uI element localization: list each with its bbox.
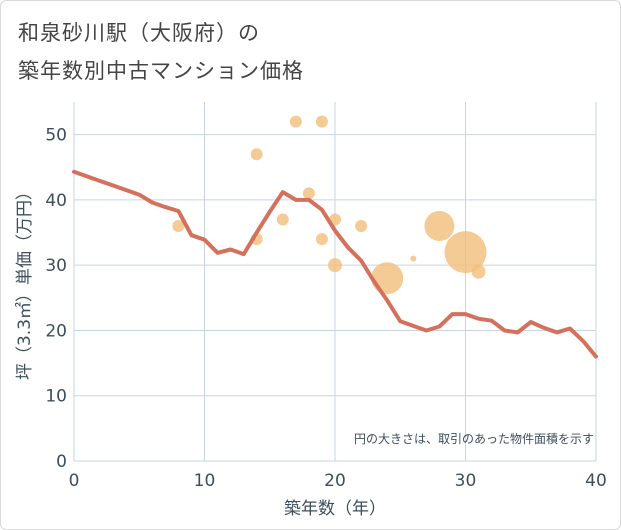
bubble-point (172, 220, 185, 233)
y-axis-title: 坪（3.3㎡）単価（万円） (15, 183, 35, 380)
bubble-point (276, 213, 289, 226)
x-tick-label: 30 (455, 471, 477, 491)
y-tick-label: 30 (45, 256, 67, 276)
bubble-point (371, 262, 404, 295)
x-axis-title: 築年数（年） (284, 499, 386, 519)
y-tick-label: 40 (45, 191, 67, 211)
bubble-point (315, 115, 328, 128)
x-tick-label: 0 (69, 471, 80, 491)
average-price-line (72, 169, 598, 359)
x-tick-label: 40 (585, 471, 607, 491)
y-tick-label: 0 (56, 452, 67, 472)
chart-title-line1: 和泉砂川駅（大阪府）の (18, 21, 260, 45)
y-tick-label: 10 (45, 387, 67, 407)
tick-labels: 0 10 20 30 40 0 10 20 30 40 50 (45, 126, 606, 491)
bubble-point (250, 148, 263, 161)
grid (73, 102, 597, 462)
bubble-point (410, 255, 417, 262)
bubble-point (424, 211, 455, 242)
bubble-point (328, 258, 342, 273)
bubble-size-note: 円の大きさは、取引のあった物件面積を示す (354, 431, 594, 446)
bubble-series (172, 115, 487, 295)
bubble-point (444, 231, 487, 274)
x-tick-label: 20 (324, 471, 346, 491)
bubble-point (471, 264, 486, 279)
y-tick-label: 20 (45, 321, 67, 341)
bubble-point (315, 233, 328, 246)
bubble-point (289, 115, 302, 128)
y-tick-label: 50 (45, 126, 67, 146)
x-tick-label: 10 (194, 471, 216, 491)
chart-title-line2: 築年数別中古マンション価格 (18, 59, 304, 83)
bubble-point (302, 187, 315, 200)
bubble-point (355, 220, 368, 233)
